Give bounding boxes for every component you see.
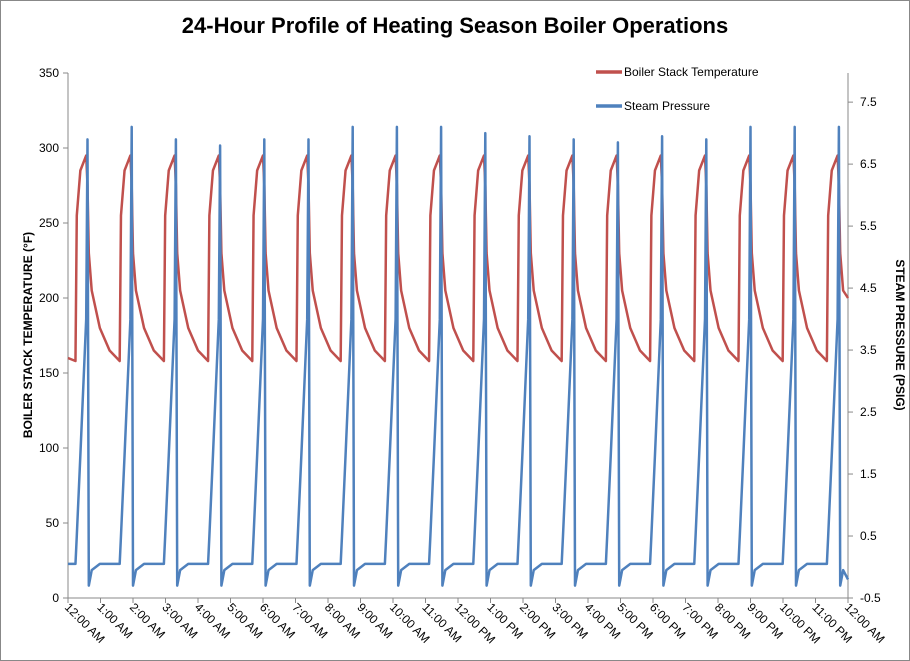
- y-tick-label: 200: [39, 291, 59, 305]
- y-tick-label: 150: [39, 366, 59, 380]
- y-tick-label: 300: [39, 141, 59, 155]
- y-tick-label: 250: [39, 216, 59, 230]
- y-tick-label: 100: [39, 441, 59, 455]
- y-axis-label: BOILER STACK TEMPERATURE (°F): [21, 232, 35, 438]
- y2-tick-label: 7.5: [860, 95, 877, 109]
- y2-axis-label: STEAM PRESSURE (PSIG): [893, 259, 907, 410]
- y-tick-label: 50: [46, 516, 60, 530]
- y-tick-label: 350: [39, 66, 59, 80]
- series-line: [68, 125, 850, 587]
- y2-tick-label: 4.5: [860, 281, 877, 295]
- y2-tick-label: 5.5: [860, 219, 877, 233]
- chart-title: 24-Hour Profile of Heating Season Boiler…: [182, 13, 728, 38]
- y2-tick-label: -0.5: [860, 591, 881, 605]
- y2-tick-label: 2.5: [860, 405, 877, 419]
- legend-label: Steam Pressure: [624, 99, 710, 113]
- y2-tick-label: 3.5: [860, 343, 877, 357]
- y2-tick-label: 6.5: [860, 157, 877, 171]
- series-line: [67, 154, 850, 363]
- y2-tick-label: 1.5: [860, 467, 877, 481]
- legend-label: Boiler Stack Temperature: [624, 65, 759, 79]
- y2-tick-label: 0.5: [860, 529, 877, 543]
- y-tick-label: 0: [52, 591, 59, 605]
